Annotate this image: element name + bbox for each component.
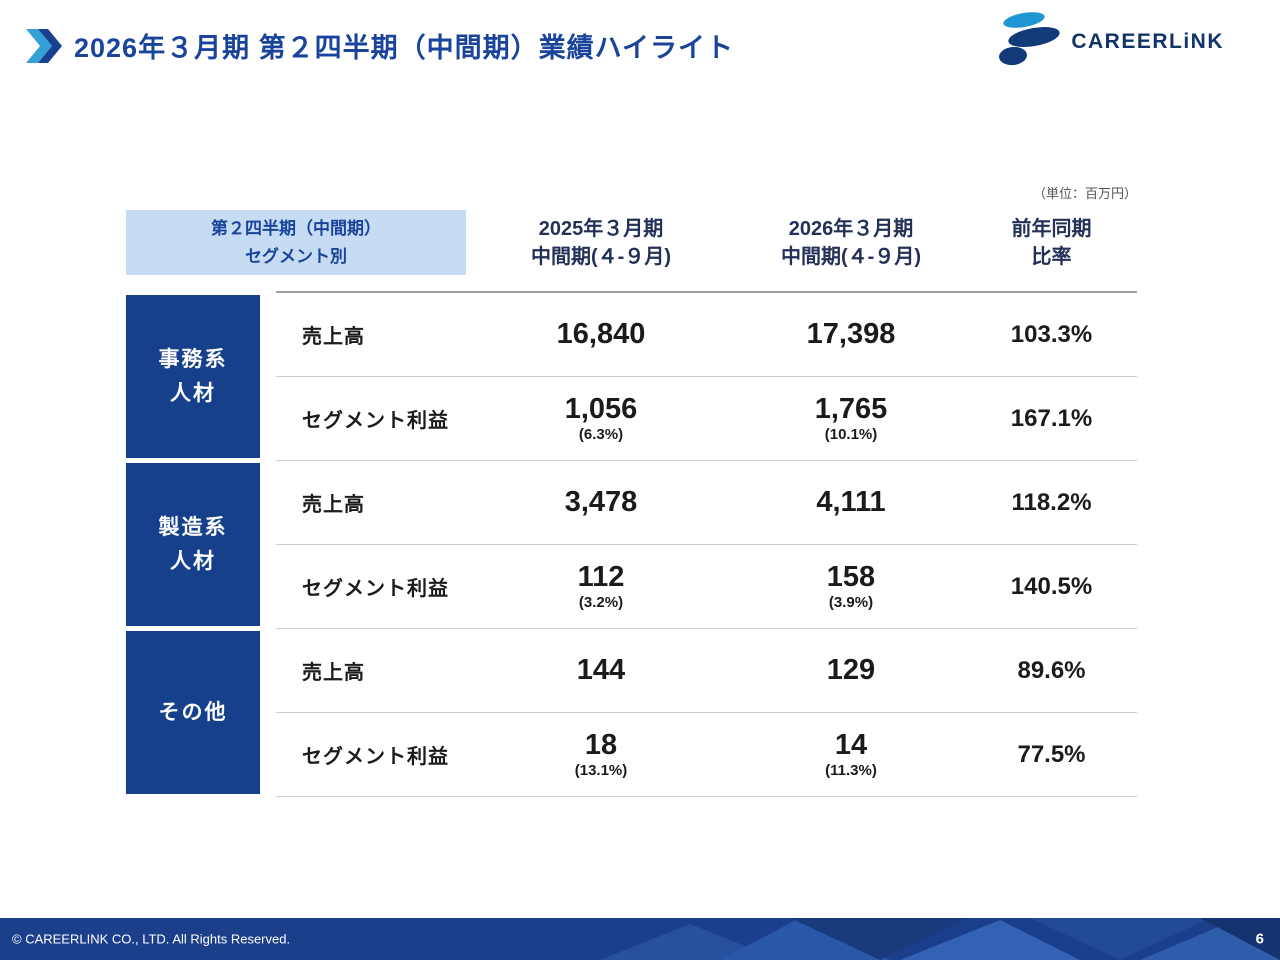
column-header-yoy-ratio: 前年同期 比率: [1011, 217, 1092, 268]
amount: 17,398: [806, 318, 896, 351]
amount: 18: [584, 729, 618, 762]
footer-geometric-pattern: [600, 918, 1280, 960]
row-label: 売上高: [276, 461, 466, 545]
ratio-value: 140.5%: [966, 545, 1137, 629]
segment-label-others: その他: [126, 631, 260, 794]
ratio-value: 77.5%: [966, 713, 1137, 797]
profit-margin: (13.1%): [574, 761, 628, 779]
profit-margin: (10.1%): [824, 425, 878, 443]
segment-results-table: 第２四半期（中間期） セグメント別 2025年３月期 中間期(４-９月) 202…: [126, 210, 1137, 797]
careerlink-logo-mark-icon: [996, 10, 1066, 73]
row-label: 売上高: [276, 293, 466, 377]
profit-margin: (6.3%): [578, 425, 624, 443]
row-label: 売上高: [276, 629, 466, 713]
amount: 1,765: [814, 393, 888, 426]
amount: 112: [577, 561, 625, 594]
ratio-value: 103.3%: [966, 293, 1137, 377]
amount: 144: [576, 654, 626, 687]
page-title: 2026年３月期 第２四半期（中間期）業績ハイライト: [74, 33, 735, 63]
value-2025: 16,840: [466, 293, 736, 377]
value-2025: 3,478: [466, 461, 736, 545]
footer-bar: © CAREERLINK CO., LTD. All Rights Reserv…: [0, 918, 1280, 960]
unit-note: （単位：百万円）: [1032, 186, 1137, 201]
row-label: セグメント利益: [276, 713, 466, 797]
value-2026: 4,111: [736, 461, 966, 545]
company-logo: CAREERLiNK: [996, 10, 1224, 73]
value-2026: 1,765 (10.1%): [736, 377, 966, 461]
ratio-value: 89.6%: [966, 629, 1137, 713]
value-2025: 112 (3.2%): [466, 545, 736, 629]
amount: 158: [826, 561, 876, 594]
value-2026: 14 (11.3%): [736, 713, 966, 797]
value-2026: 129: [736, 629, 966, 713]
profit-margin: (11.3%): [825, 761, 877, 779]
copyright-text: © CAREERLINK CO., LTD. All Rights Reserv…: [12, 931, 291, 947]
value-2025: 144: [466, 629, 736, 713]
careerlink-wordmark: CAREERLiNK: [1071, 29, 1224, 53]
row-label: セグメント利益: [276, 545, 466, 629]
profit-margin: (3.2%): [578, 593, 624, 611]
amount: 16,840: [556, 318, 646, 351]
value-2025: 18 (13.1%): [466, 713, 736, 797]
value-2026: 17,398: [736, 293, 966, 377]
header-divider: [276, 275, 1137, 293]
amount: 14: [834, 729, 868, 762]
segment-label-office: 事務系 人材: [126, 295, 260, 458]
column-header-fy2025: 2025年３月期 中間期(４-９月): [531, 217, 671, 268]
value-2025: 1,056 (6.3%): [466, 377, 736, 461]
page-number: 6: [1255, 930, 1264, 948]
title-bar: 2026年３月期 第２四半期（中間期）業績ハイライト: [24, 26, 734, 65]
ratio-value: 118.2%: [966, 461, 1137, 545]
row-label: セグメント利益: [276, 377, 466, 461]
value-2026: 158 (3.9%): [736, 545, 966, 629]
amount: 129: [826, 654, 876, 687]
ratio-value: 167.1%: [966, 377, 1137, 461]
double-chevron-icon: [24, 28, 62, 63]
amount: 1,056: [564, 393, 638, 426]
column-header-fy2026: 2026年３月期 中間期(４-９月): [781, 217, 921, 268]
profit-margin: (3.9%): [828, 593, 874, 611]
segment-label-manufacturing: 製造系 人材: [126, 463, 260, 626]
amount: 3,478: [564, 486, 638, 519]
corner-header: 第２四半期（中間期） セグメント別: [126, 210, 466, 275]
amount: 4,111: [816, 486, 886, 519]
